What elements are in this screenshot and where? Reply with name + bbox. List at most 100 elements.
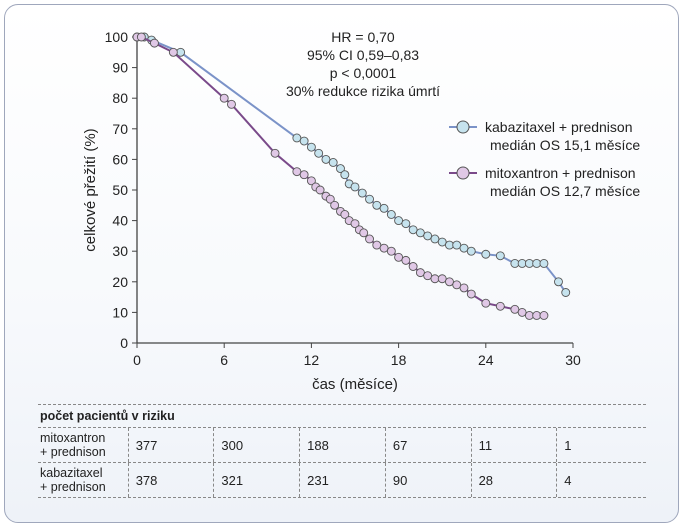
- data-point-kabazitaxel: [554, 277, 563, 287]
- y-tick-label: 30: [112, 243, 128, 259]
- y-tick-label: 80: [112, 90, 128, 106]
- y-tick-label: 50: [112, 182, 128, 198]
- y-tick-label: 90: [112, 60, 128, 76]
- data-point-mitoxantron: [445, 277, 454, 287]
- data-point-kabazitaxel: [357, 188, 367, 198]
- data-point-kabazitaxel: [394, 216, 404, 226]
- data-point-kabazitaxel: [306, 142, 316, 152]
- data-point-kabazitaxel: [430, 234, 440, 244]
- data-point-mitoxantron: [532, 311, 542, 320]
- data-point-mitoxantron: [299, 170, 309, 180]
- data-point-kabazitaxel: [524, 258, 534, 268]
- risk-cell: 28: [470, 463, 557, 497]
- data-point-mitoxantron: [219, 93, 229, 103]
- risk-cell: 377: [127, 428, 214, 462]
- legend-item-mitoxantron: mitoxantron + prednison medián OS 12,7 m…: [449, 165, 640, 199]
- data-point-kabazitaxel: [401, 219, 411, 229]
- risk-row-label-line2: + prednison: [40, 480, 106, 494]
- data-point-mitoxantron: [330, 200, 340, 210]
- data-point-mitoxantron: [149, 38, 159, 48]
- data-point-mitoxantron: [452, 280, 462, 290]
- data-point-kabazitaxel: [350, 182, 360, 192]
- data-point-mitoxantron: [401, 255, 411, 265]
- data-point-mitoxantron: [415, 268, 425, 278]
- data-point-mitoxantron: [386, 246, 396, 256]
- data-point-kabazitaxel: [415, 228, 425, 238]
- data-point-mitoxantron: [325, 194, 335, 204]
- legend-label-kabazitaxel: kabazitaxel + prednison: [485, 119, 633, 135]
- risk-cell: 67: [384, 428, 471, 462]
- y-tick-label: 20: [112, 274, 128, 290]
- data-point-kabazitaxel: [481, 249, 491, 259]
- data-point-kabazitaxel: [532, 258, 542, 268]
- risk-row-label: mitoxantron + prednison: [38, 428, 128, 462]
- data-point-mitoxantron: [292, 167, 302, 177]
- legend: kabazitaxel + prednison medián OS 15,1 m…: [449, 119, 640, 199]
- annotation-hr: HR = 0,70: [331, 29, 395, 45]
- data-point-mitoxantron: [495, 301, 505, 311]
- x-axis-label: čas (měsíce): [312, 376, 398, 393]
- x-tick-label: 30: [565, 352, 581, 368]
- x-tick-label: 12: [304, 352, 320, 368]
- data-point-mitoxantron: [394, 252, 404, 262]
- data-point-mitoxantron: [372, 240, 382, 250]
- series-mitoxantron: [132, 32, 549, 320]
- risk-row-label-line2: + prednison: [40, 445, 106, 459]
- data-point-mitoxantron: [136, 32, 146, 42]
- data-point-kabazitaxel: [379, 203, 389, 213]
- y-tick-label: 40: [112, 213, 128, 229]
- y-axis-label: celkové přežití (%): [82, 128, 99, 251]
- y-tick-label: 60: [112, 151, 128, 167]
- risk-row-mitoxantron: mitoxantron + prednison 377 300 188 67 1…: [38, 428, 646, 463]
- legend-sublabel-mitoxantron: medián OS 12,7 měsíce: [490, 183, 640, 199]
- risk-cell: 90: [384, 463, 471, 497]
- data-point-mitoxantron: [306, 176, 316, 186]
- data-point-mitoxantron: [270, 148, 280, 158]
- legend-marker-kabazitaxel: [456, 120, 470, 134]
- data-point-mitoxantron: [524, 311, 534, 320]
- data-point-kabazitaxel: [340, 170, 350, 180]
- annotation-reduction: 30% redukce rizika úmrtí: [286, 83, 440, 99]
- data-point-kabazitaxel: [423, 231, 433, 241]
- legend-label-mitoxantron: mitoxantron + prednison: [485, 165, 636, 181]
- risk-cell: 231: [299, 463, 385, 497]
- legend-marker-mitoxantron: [456, 166, 470, 180]
- survival-chart: 0 10 20 30 40 50 60 70 80 90 100 0 6 12 18 24 30 čas (m…: [82, 29, 640, 393]
- y-tick-label: 100: [105, 29, 129, 45]
- data-point-mitoxantron: [359, 228, 369, 238]
- data-point-kabazitaxel: [328, 158, 338, 167]
- data-point-kabazitaxel: [292, 133, 302, 143]
- data-point-mitoxantron: [539, 311, 549, 320]
- data-point-kabazitaxel: [452, 240, 462, 250]
- data-point-kabazitaxel: [517, 258, 527, 268]
- data-point-mitoxantron: [517, 307, 527, 317]
- data-point-mitoxantron: [379, 243, 389, 253]
- data-point-mitoxantron: [466, 289, 476, 299]
- risk-table: počet pacientů v riziku mitoxantron + pr…: [38, 404, 646, 498]
- risk-cell: 188: [299, 428, 385, 462]
- x-tick-label: 24: [478, 352, 494, 368]
- risk-cell: 11: [470, 428, 557, 462]
- data-point-mitoxantron: [315, 185, 325, 195]
- annotation-p: p < 0,0001: [330, 65, 397, 81]
- data-point-mitoxantron: [340, 210, 350, 219]
- data-point-kabazitaxel: [372, 200, 382, 210]
- data-point-kabazitaxel: [561, 288, 571, 297]
- x-ticks: 0 6 12 18 24 30: [133, 343, 581, 368]
- data-point-kabazitaxel: [386, 210, 396, 219]
- stats-annotation: HR = 0,70 95% CI 0,59–0,83 p < 0,0001 30…: [286, 29, 440, 99]
- risk-cell: 321: [213, 463, 299, 497]
- data-point-mitoxantron: [481, 298, 491, 308]
- y-tick-label: 0: [120, 335, 128, 351]
- risk-row-label: kabazitaxel + prednison: [38, 463, 128, 497]
- data-point-mitoxantron: [365, 234, 374, 244]
- risk-cell: 1: [556, 428, 646, 462]
- risk-table-title: počet pacientů v riziku: [38, 404, 646, 428]
- data-point-mitoxantron: [459, 283, 469, 293]
- data-point-kabazitaxel: [321, 154, 331, 164]
- y-ticks: 0 10 20 30 40 50 60 70 80 90 100: [105, 29, 137, 351]
- data-point-mitoxantron: [430, 274, 440, 284]
- x-tick-label: 0: [133, 352, 141, 368]
- risk-cell: 378: [127, 463, 214, 497]
- data-point-kabazitaxel: [299, 136, 309, 146]
